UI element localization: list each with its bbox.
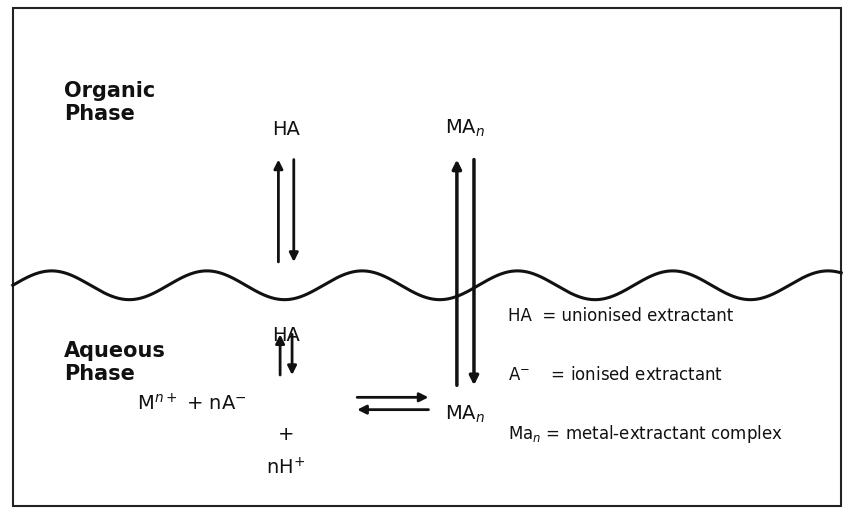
Text: HA: HA — [272, 326, 299, 345]
Text: Aqueous
Phase: Aqueous Phase — [64, 341, 165, 384]
Text: nH$^{+}$: nH$^{+}$ — [266, 457, 305, 479]
Text: Organic
Phase: Organic Phase — [64, 81, 155, 124]
Text: Ma$_n$ = metal-extractant complex: Ma$_n$ = metal-extractant complex — [508, 424, 782, 445]
Text: MA$_n$: MA$_n$ — [445, 118, 485, 139]
Text: HA: HA — [272, 120, 299, 139]
Text: +: + — [277, 425, 294, 444]
Text: M$^{n+}$ + nA$^{-}$: M$^{n+}$ + nA$^{-}$ — [137, 393, 247, 414]
Text: HA  = unionised extractant: HA = unionised extractant — [508, 307, 733, 325]
Text: A$^{-}$    = ionised extractant: A$^{-}$ = ionised extractant — [508, 366, 722, 384]
Text: MA$_n$: MA$_n$ — [445, 403, 485, 425]
